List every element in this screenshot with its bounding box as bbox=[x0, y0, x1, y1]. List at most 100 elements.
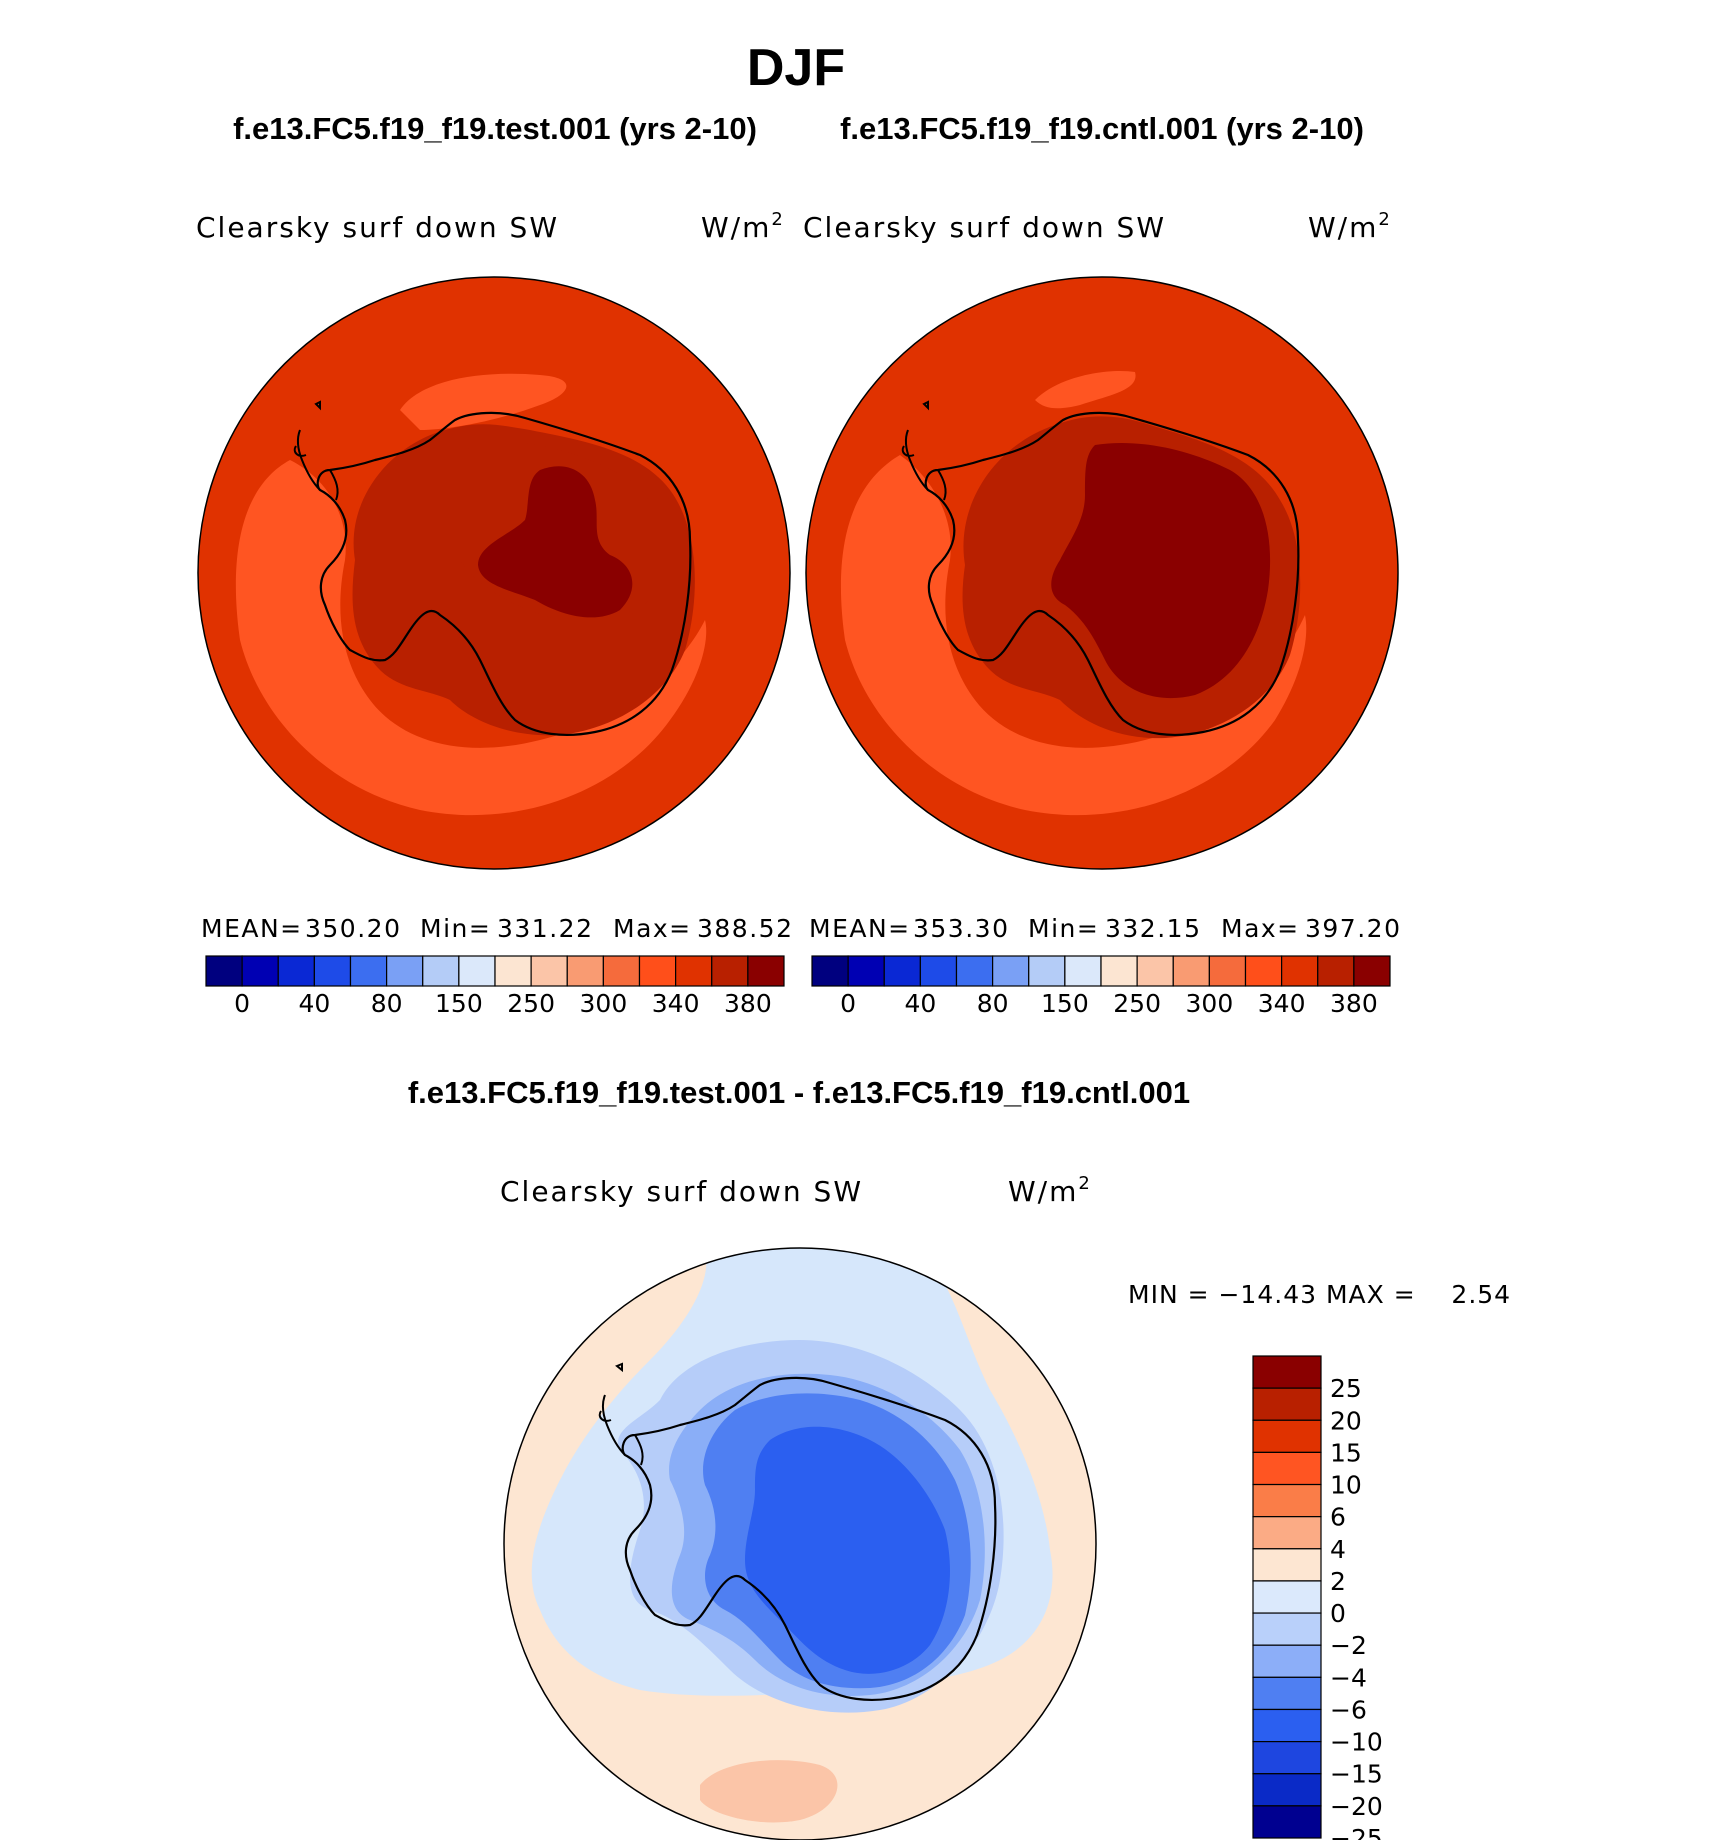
map-test-border bbox=[197, 276, 791, 870]
colorbar-cntl: 0 40 80 150 250 300 340 380 bbox=[811, 955, 1391, 1018]
colorbar-diff-tick-label: 4 bbox=[1330, 1535, 1346, 1564]
colorbar-test-swatch bbox=[241, 955, 279, 987]
units-exp-left: 2 bbox=[771, 209, 784, 230]
map-diff-border bbox=[503, 1247, 1097, 1840]
stats-left: MEAN= 350.20 Min= 331.22 Max= 388.52 bbox=[201, 914, 793, 943]
colorbar-diff-tick-label: −2 bbox=[1330, 1631, 1367, 1660]
colorbar-cntl-tick-label: 340 bbox=[1258, 989, 1306, 1018]
map-diff bbox=[503, 1247, 1097, 1840]
stats-right-mean-label: MEAN= bbox=[809, 914, 911, 943]
colorbar-cntl-swatch bbox=[1317, 955, 1355, 987]
units-base-right: W/m bbox=[1308, 211, 1378, 244]
colorbar-test-swatch bbox=[494, 955, 532, 987]
diff-minmax: MIN = −14.43 MAX = 2.54 bbox=[1128, 1280, 1511, 1309]
variable-label-left: Clearsky surf down SW bbox=[196, 211, 559, 244]
diff-variable-label: Clearsky surf down SW bbox=[500, 1175, 863, 1208]
stats-right-mean: 353.30 bbox=[913, 914, 1009, 943]
map-test-plateau bbox=[478, 466, 633, 618]
colorbar-diff-tick-label: −6 bbox=[1330, 1695, 1367, 1724]
diff-units-exp: 2 bbox=[1078, 1173, 1091, 1194]
map-cntl-coastline bbox=[924, 411, 1300, 736]
variable-label-right: Clearsky surf down SW bbox=[803, 211, 1166, 244]
colorbar-cntl-swatch bbox=[1136, 955, 1174, 987]
colorbar-test-swatch bbox=[458, 955, 496, 987]
colorbar-test-tick-label: 150 bbox=[435, 989, 483, 1018]
map-cntl-border bbox=[805, 276, 1399, 870]
map-cntl-plateau bbox=[1051, 442, 1271, 699]
colorbar-diff-swatch bbox=[1252, 1676, 1322, 1711]
colorbar-cntl-tick-label: 150 bbox=[1041, 989, 1089, 1018]
colorbar-test-swatch bbox=[313, 955, 352, 987]
colorbar-diff-tick-label: −20 bbox=[1330, 1792, 1383, 1821]
colorbar-test: 0 40 80 150 250 300 340 380 bbox=[205, 955, 785, 1018]
map-diff-island bbox=[615, 1362, 623, 1373]
case-title-cntl: f.e13.FC5.f19_f19.cntl.001 (yrs 2-10) bbox=[840, 111, 1364, 146]
case-title-test: f.e13.FC5.f19_f19.test.001 (yrs 2-10) bbox=[233, 111, 757, 146]
stats-right: MEAN= 353.30 Min= 332.15 Max= 397.20 bbox=[809, 914, 1401, 943]
colorbar-test-tick-label: 300 bbox=[580, 989, 628, 1018]
map-cntl bbox=[805, 276, 1399, 870]
map-test-island bbox=[314, 400, 321, 411]
colorbar-cntl-swatch bbox=[1064, 955, 1102, 987]
colorbar-cntl-tick-label: 380 bbox=[1330, 989, 1378, 1018]
colorbar-cntl-swatch bbox=[1208, 955, 1247, 987]
colorbar-cntl-swatch bbox=[1028, 955, 1066, 987]
stats-right-min: 332.15 bbox=[1105, 914, 1201, 943]
stats-right-max: 397.20 bbox=[1305, 914, 1401, 943]
colorbar-diff-swatch bbox=[1252, 1419, 1322, 1454]
colorbar-test-swatch bbox=[566, 955, 604, 987]
units-label-left: W/m2 bbox=[701, 209, 785, 244]
map-diff-pos-blob bbox=[700, 1760, 838, 1823]
diff-units-base: W/m bbox=[1008, 1175, 1078, 1208]
colorbar-test-swatch bbox=[747, 955, 785, 987]
colorbar-diff-swatch bbox=[1252, 1516, 1322, 1550]
colorbar-test-swatch bbox=[349, 955, 388, 987]
stats-left-min: 331.22 bbox=[497, 914, 593, 943]
units-base-left: W/m bbox=[701, 211, 771, 244]
units-exp-right: 2 bbox=[1378, 209, 1391, 230]
colorbar-diff-tick-label: 10 bbox=[1330, 1471, 1362, 1500]
colorbar-test-swatch bbox=[205, 955, 243, 987]
stats-right-min-label: Min= bbox=[1028, 914, 1099, 943]
page-title: DJF bbox=[747, 39, 845, 97]
colorbar-test-tick-label: 40 bbox=[298, 989, 330, 1018]
stats-left-min-label: Min= bbox=[420, 914, 491, 943]
colorbar-diff-swatch bbox=[1252, 1773, 1322, 1807]
colorbar-diff-tick-label: 6 bbox=[1330, 1503, 1346, 1532]
colorbar-cntl-swatch bbox=[847, 955, 885, 987]
colorbar-test-swatch bbox=[530, 955, 568, 987]
colorbar-test-tick-label: 340 bbox=[652, 989, 700, 1018]
map-cntl-peninsula bbox=[901, 429, 947, 501]
colorbar-diff-swatch bbox=[1252, 1451, 1322, 1486]
colorbar-diff-tick-label: 25 bbox=[1330, 1374, 1362, 1403]
colorbar-diff-swatch bbox=[1252, 1805, 1322, 1839]
units-label-right: W/m2 bbox=[1308, 209, 1392, 244]
colorbar-diff-tick-label: 20 bbox=[1330, 1406, 1362, 1435]
stats-right-max-label: Max= bbox=[1221, 914, 1300, 943]
stats-left-mean: 350.20 bbox=[305, 914, 401, 943]
colorbar-test-swatch bbox=[675, 955, 713, 987]
colorbar-diff-tick-label: −25 bbox=[1330, 1824, 1383, 1840]
colorbar-test-swatch bbox=[602, 955, 641, 987]
colorbar-test-swatch bbox=[422, 955, 460, 987]
colorbar-cntl-swatch bbox=[1281, 955, 1319, 987]
map-test-coastline bbox=[316, 411, 692, 736]
map-diff-zero-lobe bbox=[541, 1480, 584, 1542]
colorbar-diff-swatch bbox=[1252, 1612, 1322, 1646]
diff-units-label: W/m2 bbox=[1008, 1173, 1092, 1208]
colorbar-cntl-tick-label: 0 bbox=[840, 989, 856, 1018]
colorbar-test-swatch bbox=[638, 955, 677, 987]
colorbar-diff-swatch bbox=[1252, 1708, 1322, 1743]
stats-left-max-label: Max= bbox=[613, 914, 692, 943]
colorbar-diff-swatch bbox=[1252, 1548, 1322, 1582]
colorbar-test-tick-label: 380 bbox=[724, 989, 772, 1018]
colorbar-diff-swatch bbox=[1252, 1644, 1322, 1678]
colorbar-cntl-swatch bbox=[955, 955, 994, 987]
map-cntl-band-lighter-2 bbox=[1035, 370, 1136, 409]
colorbar-test-swatch bbox=[277, 955, 315, 987]
colorbar-cntl-tick-label: 300 bbox=[1186, 989, 1234, 1018]
map-test-band-lighter-2 bbox=[400, 373, 567, 430]
colorbar-cntl-tick-label: 250 bbox=[1113, 989, 1161, 1018]
colorbar-diff-tick-label: 0 bbox=[1330, 1599, 1346, 1628]
map-diff-neg10 bbox=[745, 1426, 950, 1674]
